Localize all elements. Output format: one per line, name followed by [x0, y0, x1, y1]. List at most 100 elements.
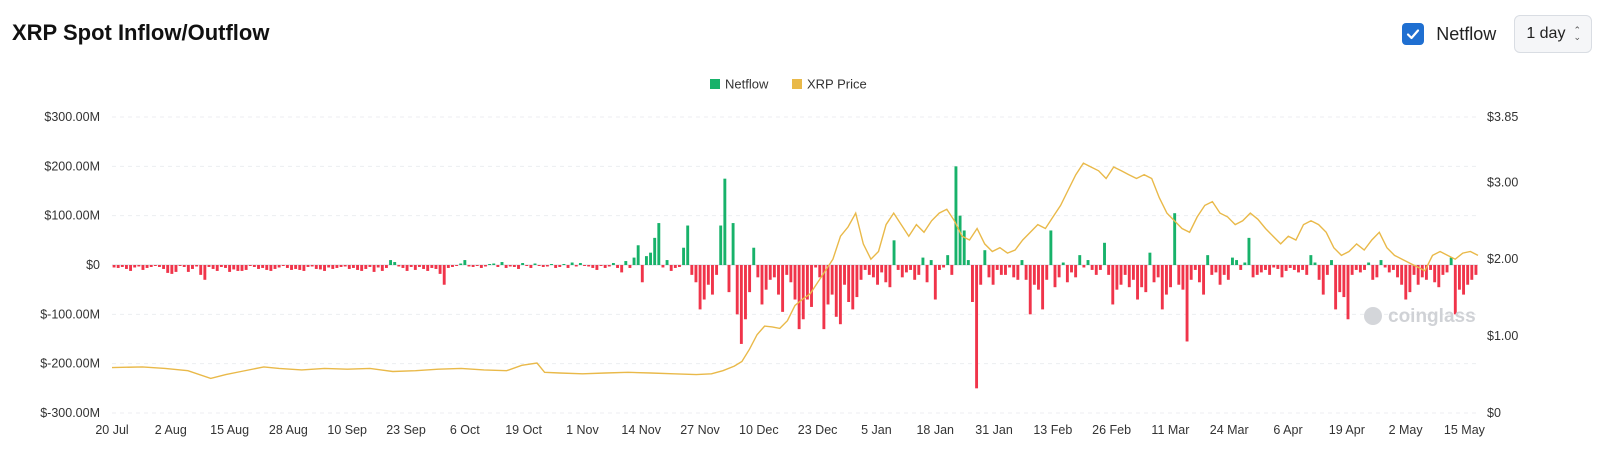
netflow-bar: [966, 260, 970, 265]
netflow-bar: [541, 265, 545, 267]
netflow-bar: [471, 265, 475, 267]
netflow-bar: [871, 265, 875, 278]
x-tick-label: 13 Feb: [1033, 423, 1072, 437]
netflow-bar: [199, 265, 203, 275]
netflow-bar: [1160, 265, 1164, 310]
netflow-bar: [1065, 265, 1069, 283]
netflow-bar: [661, 265, 665, 268]
legend-label: XRP Price: [807, 77, 867, 92]
netflow-bar: [925, 265, 929, 283]
netflow-bar: [1148, 252, 1152, 265]
netflow-bar: [360, 265, 364, 271]
netflow-bar: [331, 265, 335, 269]
netflow-bar: [1210, 265, 1214, 275]
netflow-checkbox[interactable]: [1402, 23, 1425, 45]
netflow-bar: [739, 265, 743, 344]
netflow-bar: [1313, 262, 1317, 265]
x-tick-label: 23 Dec: [798, 423, 838, 437]
netflow-bar: [517, 265, 520, 269]
netflow-bar: [446, 265, 450, 268]
netflow-bar: [397, 265, 401, 267]
netflow-bar: [1144, 265, 1148, 293]
netflow-bar: [339, 265, 343, 267]
netflow-bar: [1028, 265, 1032, 315]
chart-legend: Netflow XRP Price: [710, 77, 867, 92]
netflow-bar: [1255, 265, 1259, 275]
netflow-bar: [657, 223, 661, 265]
netflow-bar: [438, 265, 442, 274]
netflow-bar: [554, 265, 558, 268]
netflow-bar: [843, 265, 846, 285]
netflow-bar: [1383, 265, 1387, 268]
x-axis: 20 Jul 2 Aug 15 Aug 28 Aug 10 Sep 23 Sep 6 Oct…: [95, 264, 1486, 437]
netflow-bar: [611, 263, 615, 265]
x-tick-label: 26 Feb: [1092, 423, 1131, 437]
netflow-bar: [1396, 265, 1399, 278]
netflow-bar: [125, 265, 128, 269]
coinglass-logo-icon: [1364, 307, 1382, 325]
netflow-bar: [673, 265, 677, 268]
netflow-bar: [562, 264, 566, 265]
y-right-tick-label: $0: [1487, 406, 1501, 420]
x-tick-label: 19 Oct: [505, 423, 542, 437]
netflow-bar: [215, 265, 219, 271]
netflow-bar: [224, 265, 227, 268]
netflow-bar: [1103, 242, 1106, 265]
netflow-bar: [1020, 260, 1024, 265]
netflow-bar: [434, 265, 438, 269]
y-right-tick-label: $3.00: [1487, 175, 1518, 189]
netflow-bar: [252, 265, 256, 267]
netflow-bar: [834, 265, 838, 317]
netflow-bar: [162, 265, 166, 269]
netflow-bar: [1152, 265, 1156, 283]
netflow-bar: [137, 265, 141, 267]
netflow-bar: [1239, 265, 1243, 270]
netflow-bar: [822, 265, 826, 330]
netflow-bar: [1342, 265, 1346, 298]
netflow-bar: [587, 265, 591, 267]
page-title: XRP Spot Inflow/Outflow: [12, 20, 270, 45]
netflow-bar: [752, 247, 756, 265]
netflow-bar: [789, 265, 793, 283]
netflow-bar: [232, 265, 236, 270]
netflow-bar: [149, 265, 153, 267]
netflow-bar: [1354, 265, 1358, 270]
y-tick-label: $300.00M: [44, 110, 100, 124]
netflow-toggle[interactable]: Netflow: [1402, 23, 1496, 45]
netflow-bar: [1276, 265, 1280, 269]
netflow-bar: [207, 265, 211, 267]
x-tick-label: 6 Apr: [1273, 423, 1302, 437]
netflow-bar: [1449, 257, 1453, 265]
netflow-bar: [669, 265, 673, 271]
netflow-bar: [1284, 265, 1288, 271]
netflow-bar: [760, 265, 764, 305]
netflow-bar: [1061, 262, 1065, 265]
netflow-bar: [781, 265, 785, 312]
chart-controls: Netflow 1 day ⌃ ⌄: [1402, 15, 1592, 53]
netflow-bar: [1226, 265, 1230, 280]
netflow-bar: [1189, 265, 1193, 280]
netflow-bar: [1416, 265, 1420, 285]
netflow-bar: [1346, 265, 1350, 320]
netflow-bar: [1305, 265, 1309, 275]
netflow-bar: [1053, 265, 1057, 288]
netflow-bar: [484, 265, 487, 267]
netflow-bar: [261, 265, 265, 268]
netflow-bar: [975, 265, 979, 389]
netflow-bar: [830, 265, 834, 295]
netflow-bar: [1470, 265, 1474, 280]
netflow-bar: [380, 265, 384, 271]
netflow-bar: [818, 265, 822, 278]
netflow-bar: [1173, 213, 1177, 265]
netflow-bar: [1202, 265, 1206, 295]
netflow-bar: [583, 265, 586, 266]
netflow-bar: [1136, 265, 1139, 300]
period-select[interactable]: 1 day ⌃ ⌄: [1514, 15, 1592, 53]
netflow-bar: [632, 257, 636, 265]
netflow-bar: [942, 265, 946, 268]
netflow-bar: [537, 265, 541, 266]
netflow-bar: [550, 264, 553, 265]
netflow-bar: [351, 265, 355, 268]
netflow-bar: [1457, 265, 1461, 290]
netflow-bar: [277, 265, 281, 268]
